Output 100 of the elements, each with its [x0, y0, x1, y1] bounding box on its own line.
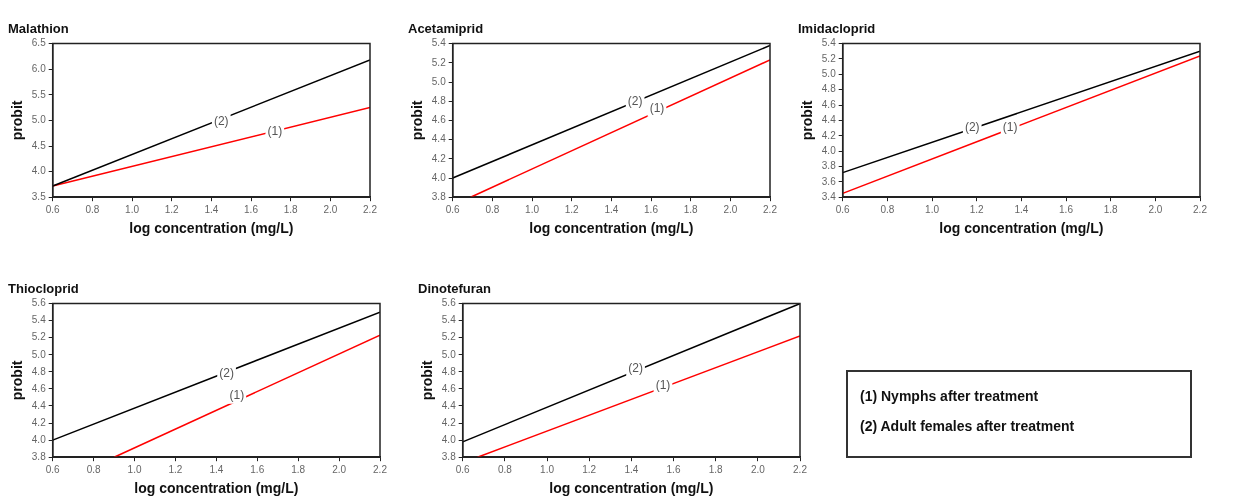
x-tick-label: 2.2 — [1193, 203, 1208, 215]
x-tick-label: 1.8 — [708, 463, 724, 475]
x-tick-label: 0.6 — [455, 463, 471, 475]
x-tick-label: 1.2 — [582, 463, 597, 475]
y-tick-label: 5.0 — [31, 114, 47, 126]
x-axis-title: log concentration (mg/L) — [939, 220, 1104, 237]
y-tick-label: 5.2 — [821, 52, 837, 64]
y-tick-label: 4.8 — [441, 365, 457, 377]
x-tick-label: 1.6 — [666, 463, 681, 475]
x-tick-label: 2.0 — [323, 203, 338, 215]
y-tick-label: 3.6 — [821, 175, 837, 187]
text: (2) Adult females after treatment — [860, 418, 1076, 434]
y-tick-label: 4.0 — [31, 433, 47, 445]
x-tick-label: 2.0 — [332, 463, 347, 475]
y-tick-label: 5.6 — [31, 297, 47, 309]
y-tick-label: 5.0 — [821, 68, 837, 80]
y-tick-label: 6.5 — [31, 37, 47, 49]
y-tick-label: 4.8 — [821, 83, 837, 95]
y-tick-label: 4.4 — [441, 399, 457, 411]
annotation: (2) — [213, 114, 229, 129]
y-tick-label: 3.4 — [821, 190, 837, 202]
y-tick-label: 3.8 — [31, 450, 47, 462]
x-tick-label: 0.8 — [880, 203, 895, 215]
y-axis-title: probit — [419, 360, 436, 401]
x-tick-label: 1.4 — [204, 203, 219, 215]
x-tick-label: 1.2 — [969, 203, 985, 215]
y-tick-label: 4.5 — [31, 139, 47, 151]
y-tick-label: 4.8 — [31, 365, 47, 377]
y-tick-label: 4.2 — [441, 416, 457, 428]
annotation: (2) — [628, 360, 643, 375]
x-axis-title: log concentration (mg/L) — [134, 480, 299, 497]
y-tick-label: 4.6 — [431, 114, 447, 126]
x-axis-title: log concentration (mg/L) — [129, 220, 294, 237]
chart-title: Acetamiprid — [408, 21, 484, 37]
x-tick-label: 1.0 — [525, 203, 540, 215]
y-axis-title: probit — [409, 100, 426, 141]
y-tick-label: 5.4 — [821, 37, 837, 49]
y-tick-label: 4.6 — [31, 382, 47, 394]
y-tick-label: 5.0 — [431, 75, 447, 87]
y-tick-label: 4.0 — [441, 433, 457, 445]
annotation: (1) — [1002, 120, 1018, 135]
x-tick-label: 2.0 — [723, 203, 738, 215]
annotation: (1) — [655, 377, 671, 392]
chart-title: Imidacloprid — [798, 21, 876, 37]
y-tick-label: 5.4 — [431, 37, 447, 49]
x-tick-label: 1.4 — [209, 463, 224, 475]
x-tick-label: 1.0 — [127, 463, 142, 475]
x-tick-label: 0.6 — [45, 463, 61, 475]
x-tick-label: 1.2 — [168, 463, 183, 475]
x-tick-label: 0.8 — [86, 463, 101, 475]
x-tick-label: 2.2 — [793, 463, 808, 475]
y-tick-label: 4.6 — [441, 382, 457, 394]
chart-title: Thiocloprid — [8, 281, 79, 297]
y-tick-label: 5.6 — [441, 297, 457, 309]
x-tick-label: 1.6 — [244, 203, 259, 215]
y-tick-label: 4.2 — [31, 416, 47, 428]
x-tick-label: 2.0 — [750, 463, 766, 475]
y-tick-label: 5.4 — [441, 314, 457, 326]
x-tick-label: 0.6 — [45, 203, 61, 215]
x-tick-label: 1.4 — [1014, 203, 1029, 215]
x-tick-label: 1.8 — [683, 203, 699, 215]
x-tick-label: 1.4 — [604, 203, 619, 215]
chart-title: Malathion — [8, 21, 69, 37]
x-tick-label: 1.4 — [624, 463, 639, 475]
y-tick-label: 4.4 — [431, 133, 447, 145]
y-tick-label: 4.0 — [31, 165, 47, 177]
x-tick-label: 2.0 — [1148, 203, 1163, 215]
x-tick-label: 1.6 — [644, 203, 659, 215]
annotation: (1) — [267, 123, 283, 138]
y-tick-label: 5.4 — [31, 314, 47, 326]
x-tick-label: 1.2 — [164, 203, 180, 215]
y-tick-label: 3.8 — [821, 160, 837, 172]
x-axis-title: log concentration (mg/L) — [529, 220, 694, 237]
y-tick-label: 5.0 — [31, 348, 47, 360]
y-tick-label: 4.2 — [821, 129, 837, 141]
annotation: (2) — [964, 120, 980, 135]
x-tick-label: 1.6 — [1059, 203, 1074, 215]
y-axis-title: probit — [799, 100, 816, 141]
x-tick-label: 0.8 — [85, 203, 100, 215]
x-tick-label: 1.6 — [250, 463, 265, 475]
y-tick-label: 5.0 — [441, 348, 457, 360]
y-tick-label: 5.2 — [441, 331, 457, 343]
x-tick-label: 0.8 — [497, 463, 513, 475]
y-tick-label: 3.5 — [31, 190, 47, 202]
y-tick-label: 4.2 — [431, 152, 447, 164]
x-tick-label: 1.0 — [925, 203, 940, 215]
y-axis-title: probit — [9, 360, 26, 401]
x-tick-label: 2.2 — [363, 203, 378, 215]
y-tick-label: 5.2 — [431, 56, 447, 68]
y-tick-label: 4.0 — [821, 144, 837, 156]
x-tick-label: 1.2 — [564, 203, 580, 215]
annotation: (2) — [219, 365, 234, 380]
annotation: (1) — [649, 101, 665, 116]
y-tick-label: 6.0 — [31, 62, 47, 74]
x-tick-label: 0.6 — [445, 203, 461, 215]
y-tick-label: 5.5 — [31, 88, 47, 100]
y-tick-label: 4.0 — [431, 171, 447, 183]
y-tick-label: 4.4 — [31, 399, 47, 411]
annotation: (1) — [229, 388, 245, 403]
x-tick-label: 1.8 — [291, 463, 306, 475]
